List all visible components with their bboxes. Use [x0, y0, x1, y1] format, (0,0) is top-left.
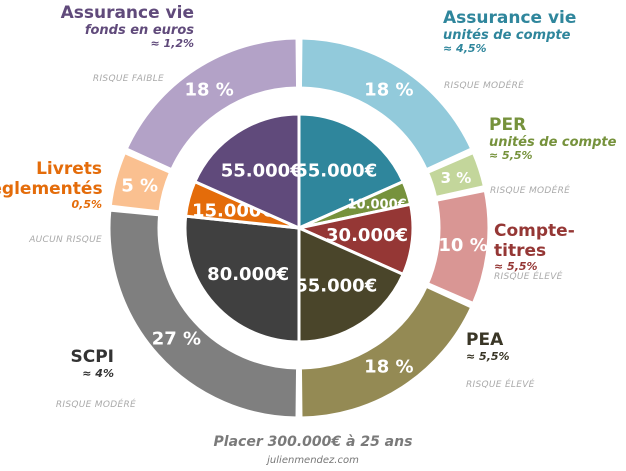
risk-per: RISQUE MODÉRÉ	[490, 186, 571, 196]
risk-scpi: RISQUE MODÉRÉ	[55, 400, 136, 410]
percent-label: 5 %	[121, 175, 158, 196]
slice-sub: fonds en euros	[84, 22, 194, 38]
slice-name: PER	[489, 115, 527, 135]
percent-label: 27 %	[152, 328, 201, 349]
risk-compte-titres: RISQUE ÉLEVÉ	[494, 272, 563, 282]
risk-pea: RISQUE ÉLEVÉ	[466, 380, 535, 390]
risk-av-euros: RISQUE FAIBLE	[92, 74, 164, 84]
amount-label: 30.000€	[326, 225, 408, 246]
amount-label: 55.000€	[295, 275, 377, 296]
inner-slice-4	[183, 214, 301, 344]
label-av-euros: Assurance vie fonds en euros ≈ 1,2%	[60, 3, 194, 51]
percent-label: 3 %	[441, 169, 472, 187]
slice-rate: ≈ 1,2%	[150, 37, 194, 51]
label-per: PER unités de compte ≈ 5,5%	[489, 115, 617, 163]
label-pea: PEA ≈ 5,5%	[466, 330, 510, 363]
slice-name: Livrets réglementés	[0, 159, 103, 199]
slice-rate: ≈ 4,5%	[443, 42, 487, 56]
slice-rate: ≈ 5,5%	[489, 149, 533, 163]
outer-slice-1	[425, 150, 487, 200]
inner-slice-3	[297, 225, 406, 344]
risk-livrets: AUCUN RISQUE	[29, 235, 102, 245]
slice-rate: ≈ 5,5%	[494, 260, 538, 274]
inner-slice-0	[297, 112, 406, 231]
slice-rate: 0,5%	[71, 198, 102, 212]
slice-name: PEA	[466, 330, 504, 350]
slice-sub: unités de compte	[443, 27, 571, 43]
percent-label: 18 %	[184, 80, 233, 101]
outer-slice-2	[425, 188, 491, 306]
slice-name: Assurance vie	[443, 8, 577, 28]
inner-slice-6	[192, 112, 301, 231]
label-compte-titres: Compte-titres ≈ 5,5%	[494, 221, 626, 274]
slice-name: Assurance vie	[60, 3, 194, 23]
slice-rate: ≈ 5,5%	[466, 349, 510, 363]
outer-slice-0	[298, 36, 474, 172]
label-av-uc: Assurance vie unités de compte ≈ 4,5%	[443, 8, 577, 56]
outer-slice-5	[108, 150, 173, 214]
amount-label: 55.000€	[295, 161, 377, 182]
slice-sub: unités de compte	[489, 134, 617, 150]
label-livrets: Livrets réglementés 0,5%	[0, 159, 103, 212]
percent-label: 18 %	[364, 80, 413, 101]
label-scpi: SCPI ≈ 4%	[70, 347, 114, 380]
outer-slice-4	[107, 208, 300, 420]
slice-name: Compte-titres	[494, 221, 575, 261]
outer-slice-3	[298, 284, 474, 420]
outer-slice-6	[124, 36, 300, 172]
amount-label: 80.000€	[207, 264, 289, 285]
amount-label: 55.000€	[221, 161, 303, 182]
slice-name: SCPI	[70, 347, 114, 367]
source: julienmendez.com	[267, 455, 359, 466]
risk-av-uc: RISQUE MODÉRÉ	[444, 81, 525, 91]
slice-rate: ≈ 4%	[82, 366, 114, 380]
percent-label: 10 %	[438, 235, 487, 256]
percent-label: 18 %	[364, 356, 413, 377]
chart-title: Placer 300.000€ à 25 ans	[213, 434, 413, 450]
